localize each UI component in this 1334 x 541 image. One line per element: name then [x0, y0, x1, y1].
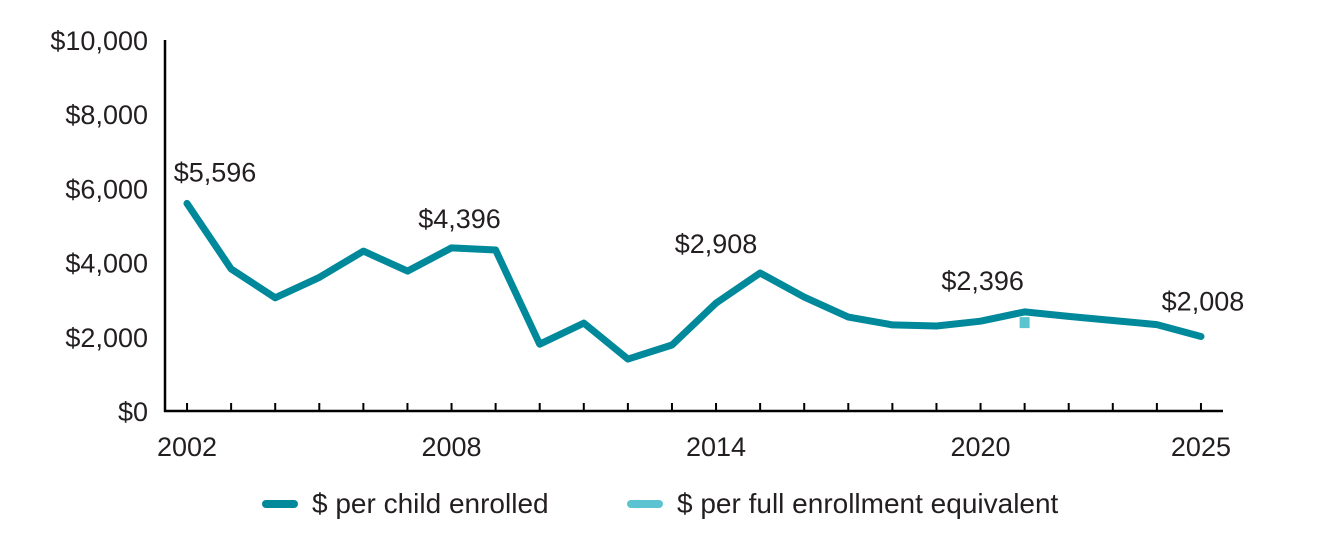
y-tick-label: $2,000	[65, 323, 148, 353]
data-label: $2,396	[941, 266, 1024, 296]
data-label: $5,596	[174, 157, 257, 187]
legend-item-per-full-enrollment-equivalent: $ per full enrollment equivalent	[627, 484, 1058, 524]
annotation-layer: $5,596 $4,396 $2,908 $2,396 $2,008	[174, 157, 1245, 316]
y-tick-label: $4,000	[65, 249, 148, 279]
x-tick-label: 2025	[1171, 432, 1231, 462]
legend-label: $ per child enrolled	[312, 488, 549, 519]
data-label: $2,008	[1162, 287, 1245, 317]
series-layer	[183, 199, 1205, 363]
x-axis: 2002 2008 2014 2020 2025	[157, 403, 1231, 462]
x-tick-label: 2002	[157, 432, 217, 462]
legend-item-per-child-enrolled: $ per child enrolled	[262, 484, 549, 524]
legend-label: $ per full enrollment equivalent	[677, 488, 1059, 519]
x-tick-label: 2020	[951, 432, 1011, 462]
y-tick-label: $8,000	[65, 100, 148, 130]
line-chart: $0$2,000$4,000$6,000$8,000$10,000 2002 20…	[50, 26, 1245, 462]
series-line-per-child-enrolled	[183, 199, 1205, 363]
legend-swatch-line	[262, 500, 298, 508]
legend: $ per child enrolled $ per full enrollme…	[0, 484, 1334, 524]
y-tick-label: $0	[118, 397, 148, 427]
data-label: $2,908	[675, 229, 758, 259]
y-tick-label: $10,000	[50, 26, 148, 56]
data-point-per-full-enrollment-equivalent	[1019, 317, 1030, 329]
legend-swatch-marker	[627, 500, 663, 508]
y-axis: $0 $2,000 $4,000 $6,000 $8,000 $10,000	[50, 26, 167, 427]
x-tick-label: 2014	[686, 432, 746, 462]
x-tick-label: 2008	[422, 432, 482, 462]
y-tick-label: $6,000	[65, 174, 148, 204]
data-label: $4,396	[418, 204, 501, 234]
